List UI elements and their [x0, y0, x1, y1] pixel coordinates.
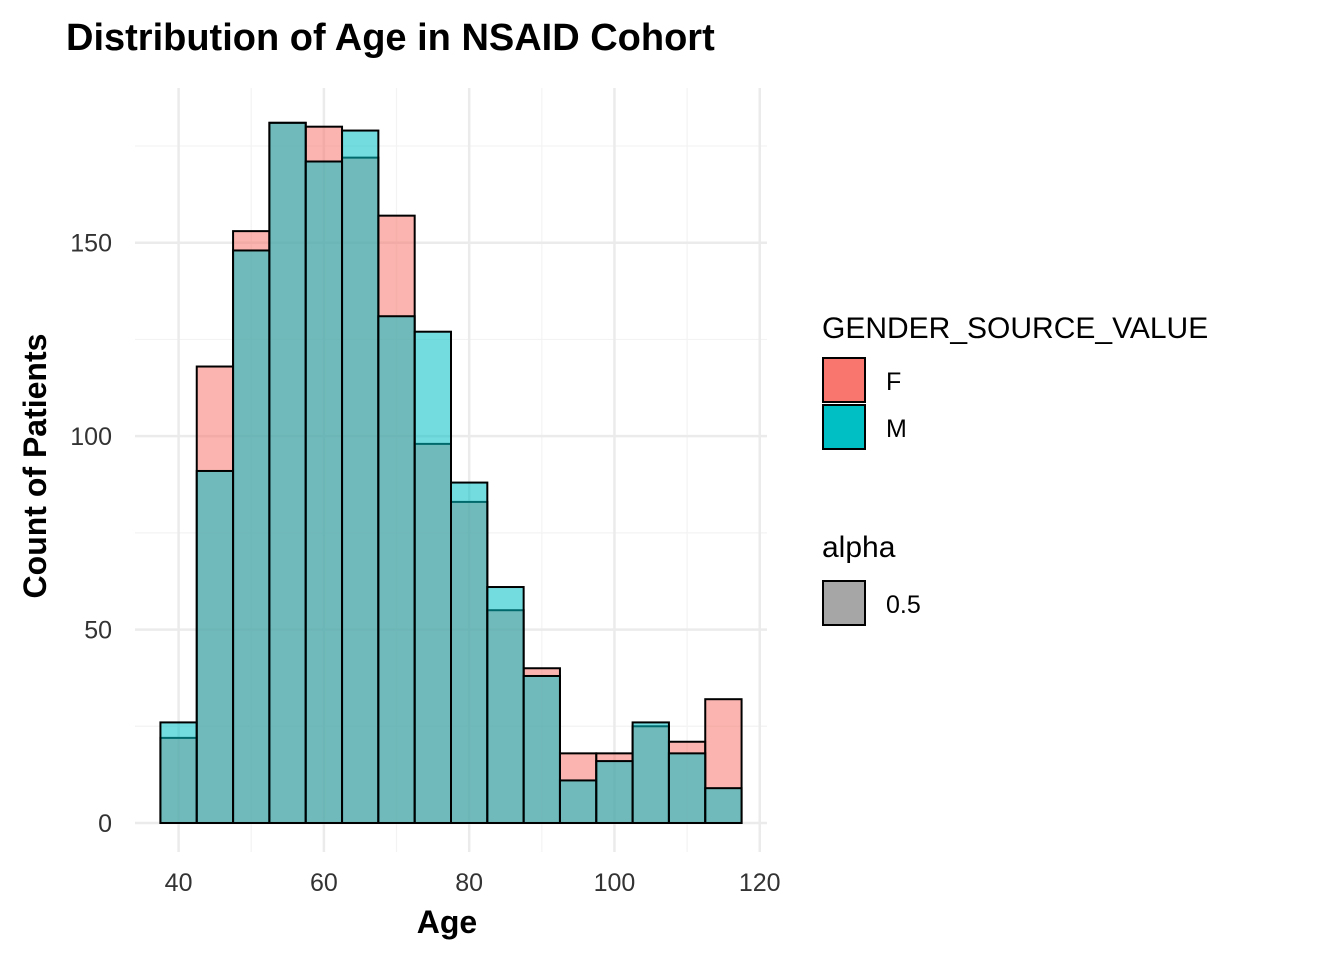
bar-m-75: [413, 330, 452, 824]
legend-fill-keys: FM: [822, 357, 907, 450]
y-axis-title: Count of Patients: [17, 334, 53, 599]
bar-m-60: [304, 160, 344, 824]
bar-m-90: [522, 674, 561, 824]
x-axis-title: Age: [417, 904, 477, 940]
legend-label-alpha: 0.5: [886, 591, 921, 619]
legend-label-m: M: [886, 415, 907, 443]
x-tick-label: 100: [594, 869, 636, 897]
bar-m-105: [631, 721, 670, 824]
y-tick-label: 150: [70, 230, 112, 258]
bar-m-110: [667, 752, 707, 824]
bar-m-80: [450, 481, 489, 824]
bar-m-85: [486, 586, 525, 824]
x-tick-label: 60: [310, 869, 338, 897]
legend-key-f: [822, 357, 866, 403]
legend-alpha-keys: 0.5: [822, 580, 921, 626]
legend-alpha-title: alpha: [822, 531, 896, 564]
legend-label-f: F: [886, 368, 901, 396]
bar-m-50: [232, 249, 271, 824]
x-tick-label: 120: [739, 869, 781, 897]
chart-title: Distribution of Age in NSAID Cohort: [66, 17, 715, 59]
legend: GENDER_SOURCE_VALUE FM alpha 0.5: [822, 312, 1208, 626]
y-tick-label: 50: [84, 617, 112, 645]
legend-key-m: [822, 404, 866, 450]
x-tick-label: 80: [455, 869, 483, 897]
bar-m-65: [341, 129, 380, 824]
y-tick-label: 0: [98, 810, 112, 838]
bar-m-115: [704, 787, 743, 824]
legend-fill-title: GENDER_SOURCE_VALUE: [822, 312, 1208, 345]
bar-m-100: [595, 760, 634, 824]
bar-m-95: [558, 779, 598, 824]
y-axis-ticks: 0 50 100 150: [70, 230, 112, 838]
legend-key-alpha: [822, 580, 866, 626]
bars: [159, 121, 743, 824]
bar-m-55: [268, 121, 307, 824]
x-axis-ticks: 40 60 80 100 120: [165, 869, 781, 897]
x-tick-label: 40: [165, 869, 193, 897]
bar-m-45: [195, 469, 235, 824]
bar-m-70: [377, 315, 416, 824]
y-tick-label: 100: [70, 423, 112, 451]
bar-m-40: [159, 721, 198, 824]
